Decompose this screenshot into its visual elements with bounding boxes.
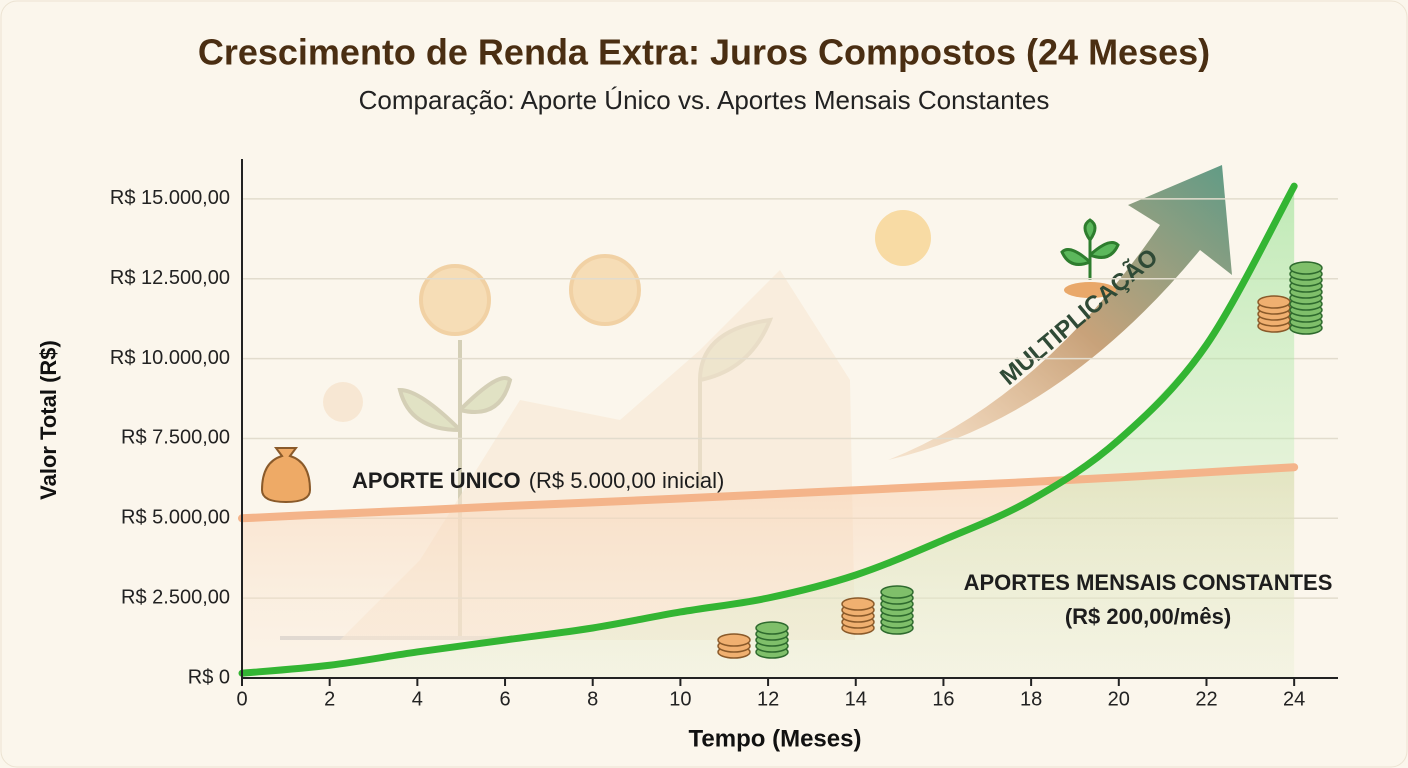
chart-subtitle: Comparação: Aporte Único vs. Aportes Men… — [359, 85, 1050, 115]
x-tick-label: 6 — [499, 688, 510, 710]
series-label: APORTE ÚNICO — [352, 468, 521, 493]
y-tick-label: R$ 2.500,00 — [121, 586, 230, 608]
series-detail: (R$ 5.000,00 inicial) — [529, 468, 725, 493]
x-tick-label: 18 — [1020, 688, 1042, 710]
coin — [1257, 295, 1291, 309]
series-line — [238, 463, 1299, 523]
y-tick-label: R$ 12.500,00 — [110, 267, 230, 289]
coin — [717, 633, 751, 647]
y-tick-label: R$ 15.000,00 — [110, 187, 230, 209]
x-tick-label: 10 — [669, 688, 691, 710]
series-label: APORTES MENSAIS CONSTANTES — [964, 570, 1333, 595]
coin — [1289, 261, 1323, 275]
x-tick-label: 12 — [757, 688, 779, 710]
coin — [755, 621, 789, 635]
x-tick-label: 0 — [236, 688, 247, 710]
icon — [260, 218, 1120, 504]
x-tick-label: 16 — [932, 688, 954, 710]
x-tick-label: 22 — [1195, 688, 1217, 710]
y-tick-label: R$ 7.500,00 — [121, 427, 230, 449]
x-axis-label: Tempo (Meses) — [689, 725, 862, 752]
y-tick-label: R$ 5.000,00 — [121, 507, 230, 529]
x-tick-label: 2 — [324, 688, 335, 710]
arrow — [888, 165, 1232, 460]
series-detail: (R$ 200,00/mês) — [1065, 604, 1231, 629]
x-tick-label: 20 — [1108, 688, 1130, 710]
coin — [841, 597, 875, 611]
x-tick-label: 8 — [587, 688, 598, 710]
coin — [880, 585, 914, 599]
area — [242, 186, 1295, 678]
y-tick-label: R$ 10.000,00 — [110, 347, 230, 369]
series-line — [238, 182, 1298, 677]
x-tick-label: 24 — [1283, 688, 1305, 710]
y-axis-label: Valor Total (R$) — [36, 340, 61, 500]
x-tick-label: 4 — [412, 688, 423, 710]
y-tick-label: R$ 0 — [188, 666, 230, 688]
plot: R$ 0 R$ 2.500,00 R$ 5.000,00 R$ 7.500,00 R$ … — [110, 159, 1338, 710]
x-tick-label: 14 — [845, 688, 867, 710]
chart-title: Crescimento de Renda Extra: Juros Compos… — [198, 32, 1210, 73]
